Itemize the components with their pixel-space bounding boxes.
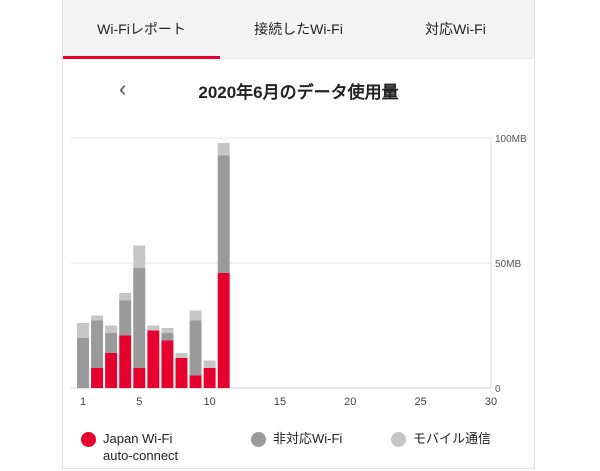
bar-day-9-series-0 xyxy=(189,375,202,388)
wifi-report-panel: Wi-Fiレポート 接続したWi-Fi 対応Wi-Fi ‹ 2020年6月のデー… xyxy=(62,0,535,469)
bar-day-3-series-2 xyxy=(105,325,118,333)
tab-supported-wifi-label: 対応Wi-Fi xyxy=(425,21,486,37)
bar-day-1-series-1 xyxy=(77,338,89,388)
tab-connected-wifi[interactable]: 接続したWi-Fi xyxy=(220,0,377,58)
legend-label-non-supported-wifi: 非対応Wi-Fi xyxy=(273,431,343,446)
legend-label-japan-wifi: Japan Wi-Fi xyxy=(103,431,173,446)
tab-wifi-report-label: Wi-Fiレポート xyxy=(97,21,186,37)
legend-item-japan-wifi: Japan Wi-Fi auto-connect xyxy=(81,430,178,464)
x-tick-label-25: 25 xyxy=(415,396,427,408)
chevron-left-icon[interactable]: ‹ xyxy=(119,76,127,101)
bar-day-11-series-2 xyxy=(217,143,230,156)
month-header: ‹ 2020年6月のデータ使用量 xyxy=(63,74,534,104)
y-tick-label-0: 0 xyxy=(495,384,501,395)
x-tick-label-10: 10 xyxy=(203,396,215,408)
bar-day-7-series-1 xyxy=(161,333,174,341)
legend-item-mobile: モバイル通信 xyxy=(391,430,491,447)
bar-day-6-series-2 xyxy=(147,325,160,331)
bar-day-8-series-0 xyxy=(175,358,188,388)
legend-dot-mobile xyxy=(391,432,406,447)
bar-day-1-series-2 xyxy=(77,323,89,338)
bar-day-3-series-0 xyxy=(105,353,118,388)
bar-day-7-series-0 xyxy=(161,340,174,388)
bar-day-9-series-1 xyxy=(189,320,202,376)
bar-day-9-series-2 xyxy=(189,310,202,321)
tab-supported-wifi[interactable]: 対応Wi-Fi xyxy=(377,0,534,58)
y-tick-label-100: 100MB xyxy=(495,134,527,145)
bar-day-10-series-0 xyxy=(203,368,216,388)
x-tick-label-20: 20 xyxy=(344,396,356,408)
bar-day-5-series-0 xyxy=(133,368,146,388)
usage-chart: 0 50MB 100MB 1 5 10 15 20 25 30 xyxy=(63,120,536,420)
chart-legend: Japan Wi-Fi auto-connect 非対応Wi-Fi モバイル通信 xyxy=(63,424,534,468)
x-tick-label-1: 1 xyxy=(80,396,86,408)
bar-day-11-series-0 xyxy=(217,273,230,388)
bar-day-4-series-2 xyxy=(119,293,132,301)
tab-connected-wifi-label: 接続したWi-Fi xyxy=(254,21,343,37)
tab-wifi-report[interactable]: Wi-Fiレポート xyxy=(63,0,220,59)
legend-dot-japan-wifi xyxy=(81,432,96,447)
bar-day-2-series-0 xyxy=(91,368,104,388)
bar-day-4-series-0 xyxy=(119,335,132,388)
legend-label-japan-wifi-line2: auto-connect xyxy=(103,448,179,463)
y-tick-label-50: 50MB xyxy=(495,259,521,270)
bar-day-5-series-2 xyxy=(133,245,146,268)
bar-day-7-series-2 xyxy=(161,328,174,333)
bar-day-3-series-1 xyxy=(105,333,118,353)
bar-day-4-series-1 xyxy=(119,300,132,336)
bar-day-5-series-1 xyxy=(133,268,146,368)
bar-day-2-series-1 xyxy=(91,320,104,368)
x-tick-label-5: 5 xyxy=(136,396,142,408)
tab-bar: Wi-Fiレポート 接続したWi-Fi 対応Wi-Fi xyxy=(63,0,534,59)
x-tick-label-15: 15 xyxy=(274,396,286,408)
page-title: 2020年6月のデータ使用量 xyxy=(198,83,399,102)
bar-day-11-series-1 xyxy=(217,155,230,273)
bar-day-2-series-2 xyxy=(91,315,104,321)
bar-day-8-series-2 xyxy=(175,353,188,358)
bar-day-6-series-0 xyxy=(147,330,160,388)
legend-dot-non-supported-wifi xyxy=(251,432,266,447)
legend-label-mobile: モバイル通信 xyxy=(413,431,492,446)
legend-item-non-supported-wifi: 非対応Wi-Fi xyxy=(251,430,342,447)
x-tick-label-30: 30 xyxy=(485,396,497,408)
bar-day-10-series-2 xyxy=(203,360,216,368)
